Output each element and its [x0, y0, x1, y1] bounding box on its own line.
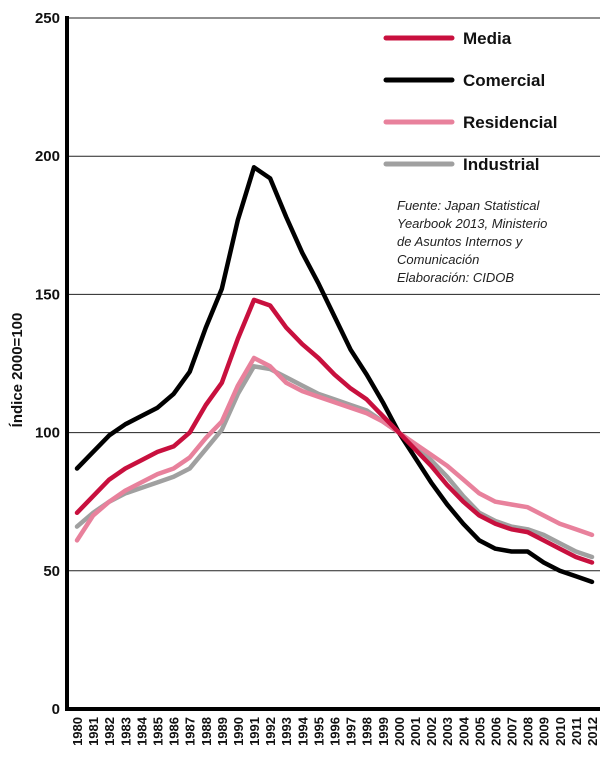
x-tick-label-1980: 1980 — [70, 717, 85, 746]
grid-lines — [67, 17, 600, 572]
x-tick-label-1984: 1984 — [134, 716, 149, 746]
x-tick-label-2000: 2000 — [392, 717, 407, 746]
x-tick-label-2009: 2009 — [537, 717, 552, 746]
x-tick-label-1986: 1986 — [167, 717, 182, 746]
x-tick-label-2006: 2006 — [488, 717, 503, 746]
x-tick-label-1997: 1997 — [344, 717, 359, 746]
x-tick-label-1988: 1988 — [199, 717, 214, 746]
legend-label-industrial: Industrial — [463, 155, 540, 174]
series-lines — [74, 165, 595, 585]
y-tick-label-200: 200 — [35, 148, 60, 165]
x-tick-label-1985: 1985 — [150, 717, 165, 746]
x-tick-label-1983: 1983 — [118, 717, 133, 746]
source-note: Fuente: Japan Statistical Yearbook 2013, … — [397, 198, 547, 285]
series-line-industrial — [74, 364, 595, 560]
x-tick-label-2002: 2002 — [424, 717, 439, 746]
source-line-2: Yearbook 2013, Ministerio — [397, 216, 547, 231]
x-tick-label-2012: 2012 — [585, 717, 600, 746]
x-tick-label-1982: 1982 — [102, 717, 117, 746]
legend-label-media: Media — [463, 29, 512, 48]
x-tick-label-2004: 2004 — [456, 716, 471, 746]
x-tick-label-1989: 1989 — [215, 717, 230, 746]
x-tick-label-2011: 2011 — [569, 717, 584, 745]
legend: Media Comercial Residencial Industrial — [383, 29, 558, 174]
x-tick-label-2001: 2001 — [408, 717, 423, 746]
x-tick-label-1996: 1996 — [328, 717, 343, 746]
y-tick-label-100: 100 — [35, 425, 60, 442]
x-tick-label-1991: 1991 — [247, 717, 262, 746]
series-line-residencial — [74, 355, 595, 543]
y-tick-label-150: 150 — [35, 286, 60, 303]
x-tick-label-1990: 1990 — [231, 717, 246, 746]
source-line-5: Elaboración: CIDOB — [397, 270, 514, 285]
y-axis-label: Índice 2000=100 — [9, 313, 26, 428]
x-tick-label-1995: 1995 — [311, 717, 326, 746]
x-tick-label-1998: 1998 — [360, 717, 375, 746]
x-tick-label-1981: 1981 — [86, 717, 101, 746]
legend-label-comercial: Comercial — [463, 71, 545, 90]
y-tick-label-50: 50 — [43, 563, 60, 580]
source-line-3: de Asuntos Internos y — [397, 234, 524, 249]
x-tick-label-2010: 2010 — [553, 717, 568, 746]
series-line-media — [74, 297, 595, 565]
source-line-4: Comunicación — [397, 252, 479, 267]
x-tick-label-1993: 1993 — [279, 717, 294, 746]
source-line-1: Fuente: Japan Statistical — [397, 198, 540, 213]
series-line-comercial — [74, 165, 595, 585]
y-tick-label-0: 0 — [52, 701, 60, 718]
x-tick-label-2003: 2003 — [440, 717, 455, 746]
x-tick-label-1999: 1999 — [376, 717, 391, 746]
x-tick-label-2005: 2005 — [472, 717, 487, 746]
legend-label-residencial: Residencial — [463, 113, 558, 132]
axes — [65, 16, 600, 711]
x-tick-label-2008: 2008 — [521, 717, 536, 746]
y-tick-label-250: 250 — [35, 10, 60, 27]
y-axis-ticks: 0 50 100 150 200 250 — [35, 10, 60, 718]
x-tick-label-1987: 1987 — [183, 717, 198, 746]
x-tick-label-1994: 1994 — [295, 716, 310, 746]
x-tick-label-2007: 2007 — [505, 717, 520, 746]
x-tick-label-1992: 1992 — [263, 717, 278, 746]
x-axis-ticks: 1980 1981 1982 1983 1984 1985 1986 1987 1988 1989… — [70, 716, 600, 746]
